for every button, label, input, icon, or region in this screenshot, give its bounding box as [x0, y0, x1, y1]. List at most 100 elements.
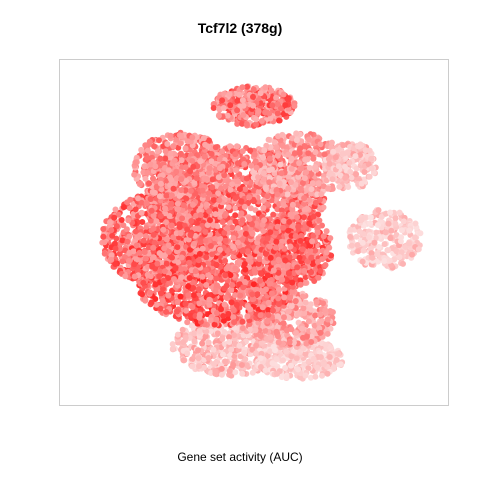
- data-point: [249, 346, 256, 353]
- data-point: [197, 158, 204, 165]
- data-point: [233, 301, 240, 308]
- data-point: [244, 313, 251, 320]
- data-point: [319, 372, 325, 379]
- data-point: [137, 232, 144, 239]
- data-point: [299, 325, 306, 332]
- data-point: [150, 244, 157, 251]
- data-point: [274, 370, 280, 377]
- data-point: [195, 347, 201, 354]
- data-point: [109, 232, 116, 239]
- data-point: [119, 237, 126, 244]
- data-point: [218, 365, 225, 372]
- data-point: [180, 357, 187, 364]
- data-point: [166, 213, 173, 219]
- data-point: [311, 322, 318, 329]
- data-point: [220, 317, 227, 324]
- data-point: [312, 199, 319, 206]
- data-point: [275, 333, 281, 340]
- data-point: [144, 271, 151, 278]
- data-point: [118, 217, 125, 223]
- data-point: [234, 160, 241, 167]
- data-point: [186, 275, 193, 281]
- data-point: [140, 237, 147, 244]
- data-point: [206, 165, 213, 172]
- data-point: [239, 318, 246, 325]
- data-point: [232, 218, 239, 225]
- data-point: [208, 151, 215, 157]
- data-point: [125, 258, 132, 264]
- data-point: [179, 326, 186, 333]
- chart-title: Tcf7l2 (378g): [197, 20, 283, 36]
- data-point: [316, 320, 323, 327]
- data-point: [234, 178, 241, 185]
- data-point: [211, 197, 217, 204]
- data-point: [178, 266, 185, 273]
- data-point: [161, 245, 168, 252]
- data-point: [225, 204, 232, 211]
- data-point: [257, 270, 264, 277]
- data-point: [192, 268, 199, 275]
- data-point: [126, 249, 133, 256]
- data-point: [227, 272, 234, 279]
- data-point: [222, 294, 229, 301]
- data-point: [203, 254, 210, 261]
- data-point: [262, 286, 269, 293]
- data-point: [168, 192, 175, 199]
- data-point: [267, 348, 274, 355]
- data-point: [242, 186, 249, 193]
- data-point: [222, 237, 229, 244]
- data-point: [257, 333, 264, 340]
- data-point: [101, 250, 108, 257]
- data-point: [254, 291, 261, 298]
- data-point: [199, 187, 206, 194]
- data-point: [302, 372, 309, 379]
- data-point: [177, 230, 184, 237]
- data-point: [243, 362, 250, 369]
- data-point: [241, 349, 248, 356]
- data-point: [141, 163, 148, 170]
- data-point: [131, 273, 138, 280]
- data-point: [143, 200, 150, 207]
- data-point: [202, 141, 209, 148]
- data-point: [238, 210, 245, 217]
- data-point: [196, 250, 203, 257]
- data-point: [239, 217, 246, 224]
- data-point: [282, 364, 289, 371]
- data-point: [278, 374, 285, 381]
- data-point: [142, 297, 149, 304]
- data-point: [100, 226, 107, 232]
- data-point: [305, 358, 312, 365]
- data-point: [326, 354, 333, 360]
- data-point: [257, 312, 264, 319]
- data-point: [239, 148, 246, 155]
- data-point: [168, 222, 175, 229]
- data-point: [288, 353, 295, 360]
- data-point: [174, 200, 181, 207]
- data-point: [207, 217, 213, 224]
- data-point: [308, 306, 314, 313]
- data-point: [250, 281, 257, 288]
- data-point: [287, 294, 293, 301]
- data-point: [301, 310, 308, 317]
- data-point: [293, 329, 299, 336]
- data-point: [125, 217, 132, 224]
- data-point: [165, 292, 172, 299]
- data-point: [308, 339, 315, 345]
- data-point: [112, 245, 119, 252]
- data-point: [291, 348, 297, 355]
- data-point: [232, 369, 239, 376]
- data-point: [146, 138, 153, 145]
- data-point: [228, 299, 235, 306]
- data-point: [206, 296, 213, 303]
- data-point: [241, 261, 248, 267]
- data-point: [144, 169, 151, 176]
- data-point: [108, 256, 115, 263]
- data-point: [221, 301, 228, 308]
- data-point: [187, 232, 194, 238]
- data-point: [163, 260, 170, 267]
- data-point: [178, 254, 185, 261]
- data-point: [169, 346, 176, 352]
- data-point: [312, 373, 319, 380]
- data-point: [252, 327, 259, 334]
- data-point: [111, 214, 118, 221]
